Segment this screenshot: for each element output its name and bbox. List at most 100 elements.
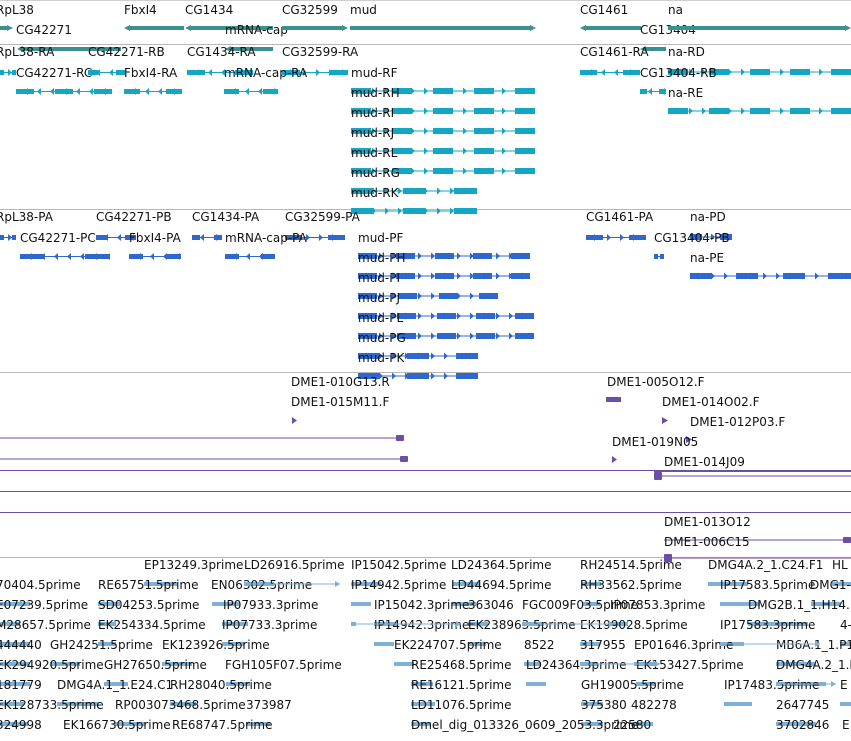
protein-10-glyph	[358, 305, 534, 324]
est-44-label: EK153427.5prime	[636, 658, 744, 672]
clone-0-label: DME1-010G13.R	[291, 375, 390, 389]
est-18-label: IP15042.3prime	[374, 598, 470, 612]
transcript-9-label: mud-RI	[351, 106, 395, 120]
transcript-3-label: CG32599-RA	[282, 45, 359, 59]
est-2-label: IP15042.5prime	[351, 558, 447, 572]
est-23-label: M28657.5prime	[0, 618, 91, 632]
est-11-glyph	[452, 592, 476, 611]
clone-4-label: DME1-012P03.F	[690, 415, 786, 429]
est-span-glyph	[524, 612, 614, 631]
gene-0-label: RpL38	[0, 3, 34, 17]
clone-1-label: DME1-015M11.F	[291, 395, 390, 409]
protein-9-label: mud-PI	[358, 271, 401, 285]
transcript-12-label: mud-RG	[351, 166, 400, 180]
est-4-label: RH24514.5prime	[580, 558, 682, 572]
est-25-glyph	[222, 632, 244, 651]
transcript-5-glyph	[124, 80, 182, 99]
est-53-glyph	[0, 712, 28, 731]
est-10-glyph	[351, 592, 371, 611]
gene-1-glyph	[17, 37, 121, 56]
clone-span-line	[0, 470, 851, 471]
est-52-label: E	[840, 678, 848, 692]
clone-0-glyph	[0, 427, 404, 446]
est-span-glyph	[776, 672, 836, 691]
est-28-glyph	[580, 632, 600, 651]
transcript-1-label: CG42271-RB	[88, 45, 165, 59]
est-22-label: DMG2B.1_1.H14.	[748, 598, 850, 612]
est-54-glyph	[115, 712, 145, 731]
gene-4-label: mRNA-cap	[225, 23, 288, 37]
est-43-label: LD24364.3prime	[526, 658, 627, 672]
gene-3-label: CG1434	[185, 3, 234, 17]
transcript-0-glyph	[0, 61, 16, 80]
transcript-2-label: CG1434-RA	[187, 45, 256, 59]
protein-14-glyph	[586, 226, 646, 245]
est-16-label: SD04253.5prime	[98, 598, 200, 612]
est-35-glyph	[524, 652, 540, 671]
clone-7-label: DME1-013O12	[664, 515, 751, 529]
clone-5-glyph	[0, 448, 408, 467]
protein-2-glyph	[192, 226, 222, 245]
est-13-label: IP17583.5prime	[720, 578, 816, 592]
est-32-label: GH24251.5prime	[50, 638, 153, 652]
clone-4-glyph	[686, 428, 692, 447]
est-4-glyph	[581, 572, 601, 591]
est-61-glyph	[63, 732, 93, 741]
est-3-label: LD24364.5prime	[451, 558, 552, 572]
est-span-glyph	[351, 612, 461, 631]
est-33-label: EK123926.5prime	[162, 638, 270, 652]
est-31-glyph	[0, 652, 30, 671]
protein-6-label: mRNA-cap-PA	[225, 231, 307, 245]
protein-16-label: CG13404-PB	[654, 231, 730, 245]
gene-3-glyph	[185, 16, 273, 35]
est-16-glyph	[98, 612, 116, 631]
est-59-glyph	[776, 712, 816, 731]
est-56-glyph	[411, 712, 431, 731]
est-47-label: DMG4A.1_1.E24.C1	[57, 678, 174, 692]
transcript-0-label: RpL38-RA	[0, 45, 55, 59]
est-48-label: RH28040.5prime	[170, 678, 272, 692]
protein-12-label: mud-PG	[358, 331, 406, 345]
gene-9-label: na	[668, 3, 683, 17]
transcript-11-label: mud-RL	[351, 146, 398, 160]
clone-6-label: DME1-014J09	[664, 455, 745, 469]
est-60-label: 324998	[0, 718, 42, 732]
est-21-glyph	[610, 612, 628, 631]
est-50-glyph	[581, 692, 603, 711]
transcript-13-glyph	[351, 200, 477, 219]
est-40-label: GH27650.5prime	[104, 658, 207, 672]
est-62-label: RE68747.5prime	[172, 718, 273, 732]
est-26-label: IP14942.3prime	[374, 618, 470, 632]
est-50-label: GH19005.5prime	[581, 678, 684, 692]
gene-2-label: FbxI4	[124, 3, 157, 17]
protein-11-label: mud-PL	[358, 311, 404, 325]
gene-6-label: mud	[350, 3, 377, 17]
est-15-glyph	[0, 612, 20, 631]
est-21-label: IP07853.3prime	[610, 598, 706, 612]
est-51-glyph	[724, 692, 752, 711]
gene-7-glyph	[580, 16, 641, 35]
est-58-glyph	[631, 712, 653, 731]
protein-0-glyph	[0, 226, 16, 245]
est-8-glyph	[98, 592, 120, 611]
est-57-glyph	[581, 712, 603, 731]
est-34-glyph	[394, 652, 414, 671]
est-span-glyph	[244, 572, 340, 591]
protein-5-label: FbxI4-PA	[129, 231, 181, 245]
est-13-glyph	[720, 592, 760, 611]
est-64-glyph	[613, 732, 631, 741]
est-27-label: EK238963.5prime	[468, 618, 576, 632]
transcript-4-label: CG42271-RC	[16, 66, 93, 80]
est-65-label: 3702846	[776, 718, 830, 732]
est-7-glyph	[0, 592, 30, 611]
protein-0-label: RpL38-PA	[0, 210, 53, 224]
est-55-label: 373987	[246, 698, 292, 712]
est-14-label: DMG1-	[810, 578, 851, 592]
est-61-label: EK166730.5prime	[63, 718, 171, 732]
est-34-label: EK224707.5prime	[394, 638, 502, 652]
est-60-glyph	[0, 732, 24, 741]
protein-5-glyph	[129, 245, 181, 264]
est-7-label: 70404.5prime	[0, 578, 81, 592]
est-0-label: EP13249.3prime	[144, 558, 244, 572]
